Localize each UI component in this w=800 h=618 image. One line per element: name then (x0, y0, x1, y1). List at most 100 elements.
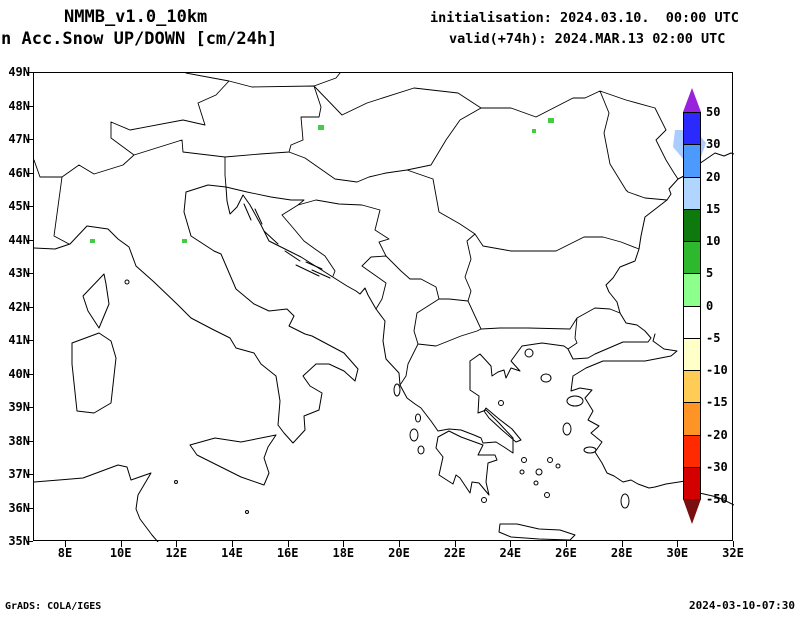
lat-tick-mark (27, 206, 33, 207)
lat-tick-label: 38N (8, 433, 30, 448)
island-sicily (189, 434, 277, 486)
island-corsica (82, 273, 110, 329)
colorbar-arrow-up (683, 88, 701, 112)
lat-tick-label: 42N (8, 299, 30, 314)
island-sardinia (71, 332, 117, 414)
map-frame (33, 72, 734, 542)
lat-tick-mark (27, 407, 33, 408)
island-zakynthos (417, 445, 425, 455)
coastline-europe (34, 152, 734, 454)
colorbar-tick-label: -15 (706, 395, 728, 410)
lon-tick-label: 18E (332, 546, 355, 560)
island-cyclades-6 (555, 463, 561, 469)
lat-tick-label: 47N (8, 132, 30, 146)
island-lemnos (540, 373, 552, 383)
country-borders (34, 73, 679, 386)
lon-tick-mark (510, 541, 512, 547)
colorbar-segment (683, 402, 701, 436)
colorbar-tick-label: 15 (706, 201, 721, 216)
colorbar-tick-label: -50 (706, 492, 728, 506)
island-cyclades-1 (521, 457, 527, 463)
lon-tick-label: 26E (555, 546, 577, 560)
colorbar-tick-label: 20 (706, 169, 721, 184)
lon-tick-label: 8E (57, 546, 73, 560)
lon-tick-label: 16E (276, 546, 299, 560)
colorbar-tick-label: 10 (706, 234, 721, 248)
lon-tick-mark (399, 541, 400, 547)
snow-patch-apennines-west (90, 239, 95, 243)
lon-tick-mark (287, 541, 289, 547)
lon-tick-label: 12E (165, 546, 188, 560)
colorbar-arrow-down (683, 499, 701, 524)
island-rhodes (620, 493, 630, 509)
lat-tick-mark (27, 105, 33, 107)
lon-tick-mark (232, 541, 233, 547)
island-cyclades-2 (535, 468, 543, 476)
lat-tick-mark (27, 139, 33, 140)
lon-tick-label: 22E (443, 546, 466, 560)
model-title: NMMB_v1.0_10km (64, 7, 208, 27)
colorbar-segment (683, 434, 701, 468)
colorbar-segment (683, 112, 701, 146)
colorbar-tick-label: -10 (706, 363, 728, 377)
valid-time-text: valid(+74h): 2024.MAR.13 02:00 UTC (449, 31, 726, 47)
lon-tick-mark (343, 541, 345, 547)
island-chios (562, 422, 572, 436)
initialisation-text: initialisation: 2024.03.10. 00:00 UTC (430, 10, 739, 26)
lat-tick-label: 48N (8, 98, 30, 113)
lon-tick-mark (176, 541, 178, 547)
lat-tick-label: 43N (8, 266, 30, 280)
colorbar-tick-label: 30 (706, 137, 721, 152)
lat-tick-label: 49N (8, 65, 30, 79)
lat-tick-mark (27, 273, 33, 274)
island-cephalonia (409, 428, 419, 442)
lon-tick-label: 24E (499, 546, 522, 560)
colorbar-segment (683, 241, 701, 275)
island-corfu (393, 383, 401, 397)
colorbar-segment (683, 370, 701, 404)
snow-patch-carpathians-1 (548, 118, 554, 123)
island-cyclades-3 (547, 457, 553, 463)
lat-tick-label: 35N (8, 534, 30, 548)
lon-tick-label: 20E (388, 546, 410, 560)
lat-tick-mark (27, 440, 33, 442)
variable-title: n Acc.Snow UP/DOWN [cm/24h] (1, 29, 278, 49)
lat-tick-label: 37N (8, 467, 30, 481)
snow-patch-alps (318, 125, 324, 130)
creation-timestamp: 2024-03-10-07:30 (689, 599, 795, 612)
lat-tick-label: 36N (8, 500, 30, 515)
colorbar-segment (683, 337, 701, 371)
coastline-north-africa (34, 464, 159, 542)
lat-tick-label: 40N (8, 366, 30, 381)
island-sporades (498, 400, 504, 406)
lat-tick-mark (27, 172, 33, 174)
island-santorini (544, 492, 550, 498)
colorbar-tick-label: -30 (706, 459, 728, 474)
colorbar-tick-label: -20 (706, 427, 728, 442)
island-lefkada (415, 413, 421, 423)
island-malta (245, 510, 249, 514)
island-pantelleria (174, 480, 178, 484)
lon-tick-label: 32E (722, 546, 744, 560)
island-cyclades-5 (519, 469, 525, 475)
lat-tick-label: 45N (8, 199, 30, 213)
lon-tick-label: 30E (666, 546, 689, 560)
colorbar-tick-label: -5 (706, 330, 721, 345)
lon-tick-label: 10E (109, 546, 132, 560)
snow-patch-apennines-east (182, 239, 187, 243)
lon-tick-mark (677, 541, 679, 547)
lat-tick-mark (27, 541, 33, 542)
lon-tick-mark (454, 541, 456, 547)
colorbar-segment (683, 273, 701, 307)
island-lesbos (566, 395, 584, 407)
lat-tick-mark (27, 239, 33, 241)
island-elba (124, 279, 130, 285)
lat-tick-label: 39N (8, 400, 30, 414)
colorbar-tick-label: 50 (706, 105, 721, 119)
colorbar-segment (683, 144, 701, 178)
grads-credit: GrADS: COLA/IGES (5, 601, 102, 612)
island-euboea (483, 407, 522, 443)
island-crete (498, 523, 576, 541)
colorbar-segment (683, 208, 701, 242)
